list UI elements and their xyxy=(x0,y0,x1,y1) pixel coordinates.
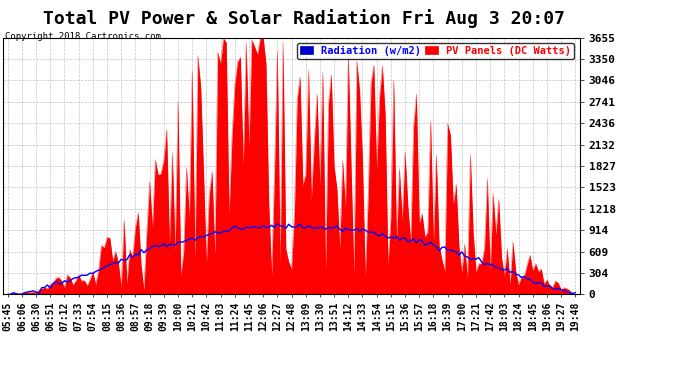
Legend: Radiation (w/m2), PV Panels (DC Watts): Radiation (w/m2), PV Panels (DC Watts) xyxy=(297,43,574,59)
Text: Total PV Power & Solar Radiation Fri Aug 3 20:07: Total PV Power & Solar Radiation Fri Aug… xyxy=(43,9,564,28)
Text: Copyright 2018 Cartronics.com: Copyright 2018 Cartronics.com xyxy=(5,32,161,41)
